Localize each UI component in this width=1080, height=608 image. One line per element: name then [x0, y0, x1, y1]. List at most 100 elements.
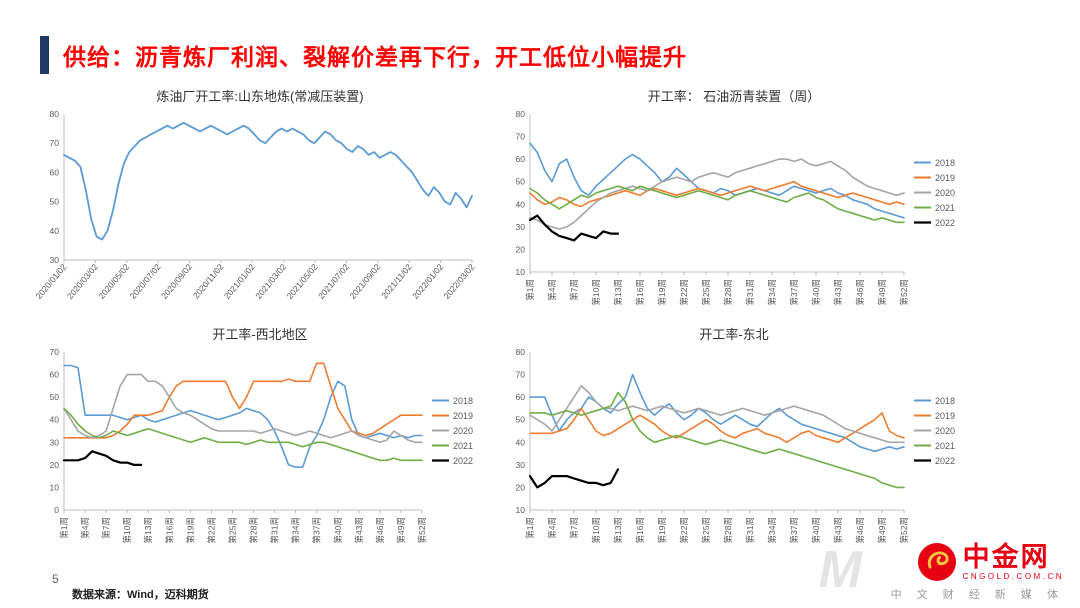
chart-canvas-asphalt-units: 10 20 30 40 50 60 70 80 第1周 第4周 第7周 第10周 第13周 第16周 第19… [500, 106, 968, 318]
svg-text:第25周: 第25周 [701, 279, 711, 305]
svg-text:2020/07/02: 2020/07/02 [128, 262, 163, 301]
chart-canvas-shandong: 30 40 50 60 70 80 2020/01/02 2020/03/02 2020/05/… [34, 106, 486, 318]
svg-text:2022: 2022 [935, 456, 955, 466]
chart-canvas-northeast: 10 20 30 40 50 60 70 80 第1周 第4周 第7周 第10周 第13周 第16周 第19… [500, 344, 968, 556]
svg-text:2021: 2021 [453, 441, 473, 451]
svg-text:第1周: 第1周 [59, 517, 69, 539]
svg-text:2018: 2018 [453, 396, 473, 406]
svg-text:第4周: 第4周 [547, 517, 557, 539]
svg-text:第19周: 第19周 [657, 517, 667, 543]
svg-text:第10周: 第10周 [122, 517, 132, 543]
svg-text:2022/03/02: 2022/03/02 [442, 262, 477, 301]
svg-text:第4周: 第4周 [80, 517, 90, 539]
svg-text:第37周: 第37周 [789, 517, 799, 543]
svg-text:30: 30 [516, 222, 526, 232]
svg-text:第40周: 第40周 [333, 517, 343, 543]
chart-title-northeast: 开工率-东北 [699, 327, 769, 342]
svg-text:第28周: 第28周 [723, 517, 733, 543]
svg-text:10: 10 [516, 505, 526, 515]
cngold-logo-name: 中金网 [962, 541, 1050, 572]
svg-text:2018: 2018 [935, 158, 955, 168]
svg-text:2021: 2021 [935, 441, 955, 451]
svg-text:2020/11/02: 2020/11/02 [191, 262, 226, 301]
svg-text:第52周: 第52周 [899, 517, 909, 543]
cngold-logo-domain: CNGOLD.COM.CN [962, 571, 1064, 581]
chart-canvas-northwest: 0 10 20 30 40 50 60 70 第1周 第4周 第7周 第10周 第13周 第16周 第19周… [34, 344, 486, 556]
data-source: 数据来源：Wind，迈科期货 [72, 589, 209, 601]
svg-text:2021/09/02: 2021/09/02 [347, 262, 382, 301]
svg-text:20: 20 [50, 460, 60, 470]
svg-text:第25周: 第25周 [227, 517, 237, 543]
cngold-logo-top: 中金网 CNGOLD.COM.CN [917, 542, 1064, 582]
svg-text:40: 40 [516, 199, 526, 209]
svg-text:第46周: 第46周 [855, 517, 865, 543]
chart-northeast: 开工率-东北 10 20 30 40 50 60 70 80 第1周 第4周 第7周 第10周 第13周… [500, 326, 968, 562]
svg-text:40: 40 [50, 415, 60, 425]
svg-text:2019: 2019 [935, 411, 955, 421]
svg-text:2020/05/02: 2020/05/02 [96, 262, 131, 301]
svg-text:2020/01/02: 2020/01/02 [34, 262, 69, 301]
svg-text:2021: 2021 [935, 203, 955, 213]
svg-text:第7周: 第7周 [569, 517, 579, 539]
watermark-letter: M [818, 541, 862, 599]
cngold-logo-tagline: 中 文 财 经 新 媒 体 [890, 589, 1064, 601]
svg-text:第34周: 第34周 [767, 517, 777, 543]
svg-text:第52周: 第52周 [417, 517, 427, 543]
chart-asphalt-units-weekly: 开工率： 石油沥青装置（周） 10 20 30 40 50 60 70 80 第1周 第4周 第7周… [500, 88, 968, 324]
svg-text:第13周: 第13周 [613, 279, 623, 305]
svg-text:80: 80 [50, 109, 60, 119]
svg-text:第37周: 第37周 [789, 279, 799, 305]
svg-text:0: 0 [54, 505, 59, 515]
svg-text:2020/09/02: 2020/09/02 [159, 262, 194, 301]
chart-title-northwest: 开工率-西北地区 [212, 327, 308, 342]
chart-shandong-refinery: 炼油厂开工率:山东地炼(常减压装置) 30 40 50 60 70 80 2020/01/0… [34, 88, 486, 324]
svg-text:2021/03/02: 2021/03/02 [253, 262, 288, 301]
svg-text:第7周: 第7周 [101, 517, 111, 539]
title-accent-bar [40, 36, 49, 74]
svg-text:第4周: 第4周 [547, 279, 557, 301]
svg-text:第52周: 第52周 [899, 279, 909, 305]
chart-title-asphalt-units: 开工率： 石油沥青装置（周） [647, 89, 821, 104]
svg-text:70: 70 [50, 138, 60, 148]
svg-text:10: 10 [50, 482, 60, 492]
svg-text:2021/07/02: 2021/07/02 [316, 262, 351, 301]
svg-text:60: 60 [516, 154, 526, 164]
svg-text:第49周: 第49周 [877, 279, 887, 305]
svg-text:2022: 2022 [453, 456, 473, 466]
svg-text:70: 70 [50, 347, 60, 357]
svg-text:第10周: 第10周 [591, 279, 601, 305]
svg-text:60: 60 [50, 370, 60, 380]
slide-title: 供给：沥青炼厂利润、裂解价差再下行，开工低位小幅提升 [63, 44, 687, 70]
svg-text:80: 80 [516, 347, 526, 357]
svg-text:第16周: 第16周 [635, 279, 645, 305]
svg-text:第34周: 第34周 [767, 279, 777, 305]
svg-text:第7周: 第7周 [569, 279, 579, 301]
svg-text:2021/11/02: 2021/11/02 [379, 262, 414, 301]
svg-text:20: 20 [516, 244, 526, 254]
svg-text:30: 30 [516, 460, 526, 470]
svg-text:2020: 2020 [453, 426, 473, 436]
page-number: 5 [52, 572, 59, 586]
svg-text:第49周: 第49周 [396, 517, 406, 543]
svg-text:2020: 2020 [935, 426, 955, 436]
cngold-logo-icon [917, 543, 956, 581]
svg-text:第46周: 第46周 [375, 517, 385, 543]
svg-text:第31周: 第31周 [745, 517, 755, 543]
svg-text:2022/01/02: 2022/01/02 [410, 262, 445, 301]
svg-text:70: 70 [516, 370, 526, 380]
svg-text:30: 30 [50, 437, 60, 447]
svg-text:第19周: 第19周 [657, 279, 667, 305]
svg-text:20: 20 [516, 482, 526, 492]
svg-text:第28周: 第28周 [723, 279, 733, 305]
charts-grid: 炼油厂开工率:山东地炼(常减压装置) 30 40 50 60 70 80 2020/01/0… [34, 88, 968, 562]
svg-text:60: 60 [516, 392, 526, 402]
svg-text:第22周: 第22周 [679, 517, 689, 543]
svg-text:第10周: 第10周 [591, 517, 601, 543]
svg-text:第16周: 第16周 [635, 517, 645, 543]
svg-text:70: 70 [516, 132, 526, 142]
svg-text:第25周: 第25周 [701, 517, 711, 543]
svg-text:第43周: 第43周 [833, 517, 843, 543]
svg-text:第1周: 第1周 [525, 517, 535, 539]
cngold-logo: 中金网 CNGOLD.COM.CN 中 文 财 经 新 媒 体 [891, 542, 1064, 602]
